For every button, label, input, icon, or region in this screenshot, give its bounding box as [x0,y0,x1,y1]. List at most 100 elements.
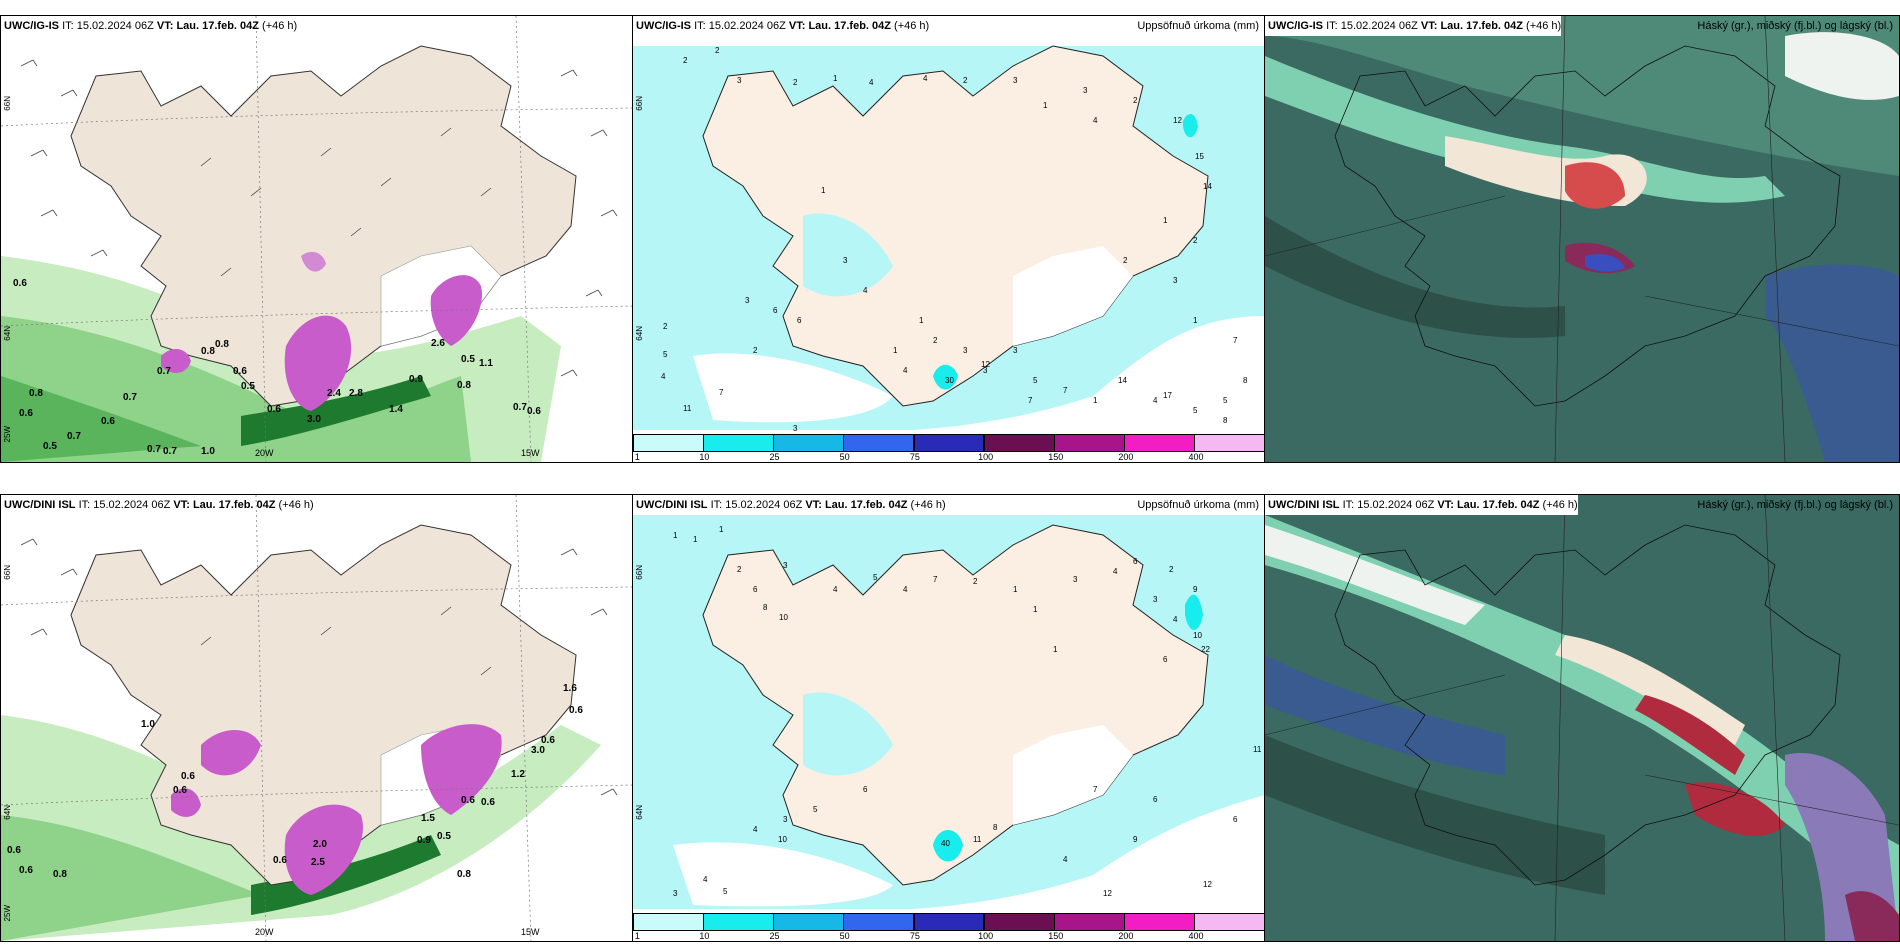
colorbar-tick: 400 [1188,931,1204,941]
precip-value: 3 [1173,276,1178,285]
wind-value: 0.8 [201,346,215,357]
precip-value: 3 [673,889,678,898]
precip-value: 6 [773,306,778,315]
precip-value: 4 [1063,855,1068,864]
precip-value: 14 [1118,376,1127,385]
precip-value: 4 [923,74,928,83]
wind-value: 0.5 [241,381,255,392]
wind-value: 0.6 [181,771,195,782]
colorbar-tick: 100 [978,931,994,941]
precip-value: 6 [753,585,758,594]
lat-label: 66N [3,565,12,580]
precip-value: 3 [745,296,750,305]
colorbar-swatch [773,434,845,452]
wind-value: 0.8 [29,388,43,399]
lat-label: 64N [635,805,644,820]
precip-value: 6 [863,785,868,794]
lat-label: 66N [635,96,644,111]
precip-value: 4 [1153,396,1158,405]
lon-label: 15W [521,927,540,937]
precip-value: 1 [1013,585,1018,594]
precip-value: 10 [779,613,788,622]
precip-value: 3 [983,366,988,375]
colorbar-tick: 1 [634,452,640,462]
wind-value: 0.6 [101,416,115,427]
precip-value: 1 [893,346,898,355]
colorbar-tick: 50 [839,931,850,941]
wind-value: 2.8 [349,388,363,399]
precip-value: 8 [1243,376,1248,385]
colorbar-swatch [1124,913,1195,931]
precip-value: 9 [1193,585,1198,594]
colorbar: 1 10 25 50 75 100 150 200 400 [633,430,1265,462]
wind-value: 0.6 [267,404,281,415]
wind-value: 2.6 [431,338,445,349]
precip-value: 4 [1173,615,1178,624]
precip-value: 2 [683,56,688,65]
colorbar-tick: 150 [1048,452,1064,462]
lat-label: 66N [635,565,644,580]
precip-map-panel-bottom: UWC/DINI ISL IT: 15.02.2024 06Z VT: Lau.… [632,494,1266,942]
precip-value: 4 [703,875,708,884]
colorbar-swatch [913,913,985,931]
precip-value: 2 [1123,256,1128,265]
precip-value: 1 [821,186,826,195]
colorbar-tick: 400 [1188,452,1204,462]
precip-value: 4 [753,825,758,834]
precip-value: 2 [933,336,938,345]
colorbar-tick: 50 [839,452,850,462]
wind-value: 3.0 [307,414,321,425]
precip-value: 11 [683,404,692,413]
panel-title: Háský (gr.), miðský (fj.bl.) og lágský (… [1697,20,1893,32]
precip-value: 6 [1233,815,1238,824]
precip-value: 4 [863,286,868,295]
wind-value: 1.0 [141,719,155,730]
precip-value: 2 [737,565,742,574]
precip-value: 4 [903,585,908,594]
precip-value: 3 [1013,76,1018,85]
panel-title: Háský (gr.), miðský (fj.bl.) og lágský (… [1697,499,1893,511]
wind-value: 1.2 [511,769,525,780]
precip-map-panel-top: UWC/IG-IS IT: 15.02.2024 06Z VT: Lau. 17… [632,15,1266,463]
precip-value: 17 [1163,391,1172,400]
lat-label: 64N [3,326,12,341]
precip-value: 2 [1169,565,1174,574]
wind-value: 0.6 [173,785,187,796]
precip-value: 2 [793,78,798,87]
wind-value: 0.5 [461,354,475,365]
precip-value: 3 [1073,575,1078,584]
panel-header: UWC/DINI ISL IT: 15.02.2024 06Z VT: Lau.… [636,499,946,511]
wind-value: 1.5 [421,813,435,824]
wind-value: 0.8 [53,869,67,880]
colorbar-swatch [843,434,915,452]
wind-value: 1.4 [389,404,403,415]
cloud-map-panel-bottom: UWC/DINI ISL IT: 15.02.2024 06Z VT: Lau.… [1264,494,1900,942]
wind-value: 0.9 [417,835,431,846]
precip-value: 5 [1223,396,1228,405]
precip-value: 1 [1033,605,1038,614]
precip-value: 7 [1063,386,1068,395]
precip-value: 1 [1163,216,1168,225]
panel-header: UWC/IG-IS IT: 15.02.2024 06Z VT: Lau. 17… [4,20,298,32]
lon-label: 25W [3,426,12,443]
colorbar-swatch [843,913,915,931]
precip-value: 7 [1093,785,1098,794]
colorbar-swatch [983,913,1055,931]
precip-value: 5 [873,573,878,582]
wind-value: 0.6 [19,865,33,876]
wind-value: 0.7 [163,446,177,457]
colorbar-swatch [773,913,845,931]
precip-value: 8 [1223,416,1228,425]
wind-value: 0.8 [457,380,471,391]
colorbar-tick: 10 [699,452,710,462]
wind-value: 0.6 [481,797,495,808]
wind-value: 2.0 [313,839,327,850]
wind-value: 0.6 [13,278,27,289]
colorbar-swatch [1194,913,1265,931]
precip-value: 2 [973,577,978,586]
precip-value: 5 [663,350,668,359]
wind-value: 0.8 [215,339,229,350]
precip-value: 15 [1195,152,1204,161]
lon-label: 20W [255,448,274,458]
wind-value: 0.7 [157,366,171,377]
